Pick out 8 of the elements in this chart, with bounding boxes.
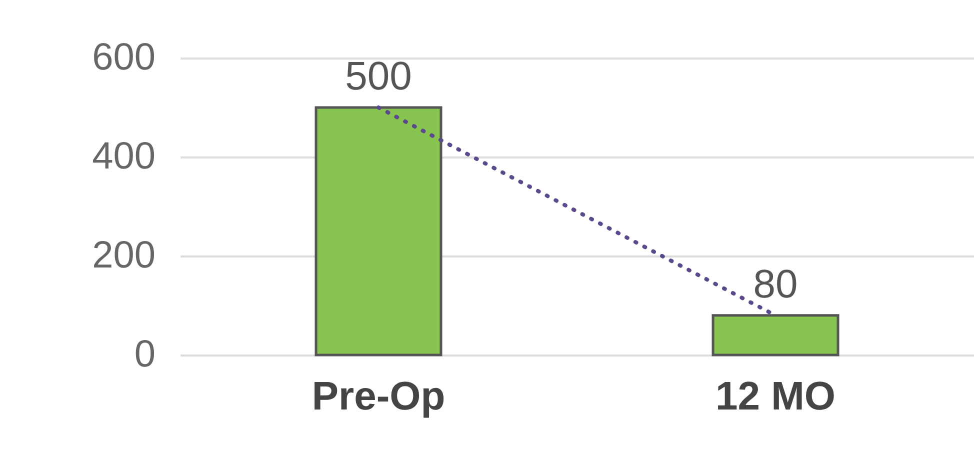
y-tick-label: 400 [92,136,156,178]
y-tick-label: 200 [92,234,156,276]
x-tick-label: Pre-Op [312,374,446,418]
x-tick-label: 12 MO [715,374,836,418]
y-tick-label: 0 [134,334,156,376]
y-tick-label: 600 [92,36,156,78]
data-label: 500 [345,54,412,98]
data-label: 80 [753,262,798,306]
